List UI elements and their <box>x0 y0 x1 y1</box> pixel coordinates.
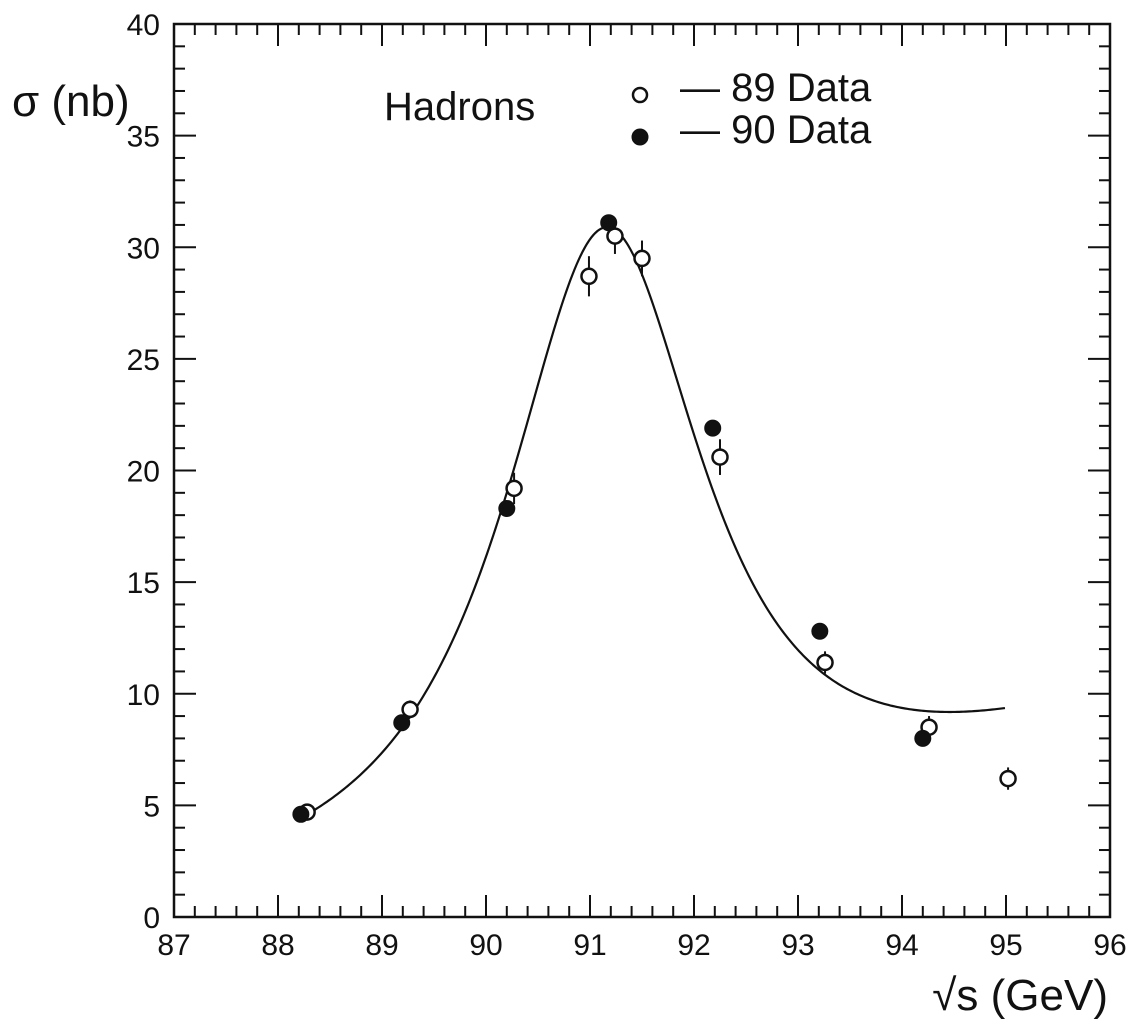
y-tick-label: 25 <box>127 344 160 377</box>
x-tick-label: 87 <box>157 929 190 962</box>
legend-label-89: — 89 Data <box>680 66 872 110</box>
x-tick-label: 88 <box>261 929 294 962</box>
filled-marker <box>704 419 722 437</box>
data-points <box>292 214 1017 823</box>
tick-labels: 87 88 89 90 91 92 93 94 95 96 0 5 10 15 20 25 30 35 40 <box>127 9 1127 962</box>
axis-ticks <box>173 23 1111 918</box>
point-89-data <box>401 700 419 719</box>
point-90-data <box>498 499 516 517</box>
filled-marker <box>600 214 618 232</box>
point-89-data <box>711 439 729 475</box>
legend-marker-89 <box>631 86 649 104</box>
legend-title: Hadrons <box>384 85 535 129</box>
y-tick-label: 10 <box>127 679 160 712</box>
filled-marker <box>393 714 411 732</box>
filled-marker <box>811 622 829 640</box>
legend: Hadrons — 89 Data — 90 Data <box>384 66 872 152</box>
open-marker <box>606 227 624 245</box>
point-90-data <box>393 714 411 732</box>
y-tick-label: 5 <box>143 790 160 823</box>
open-marker <box>999 769 1017 788</box>
open-marker <box>711 448 729 466</box>
filled-marker <box>292 805 310 823</box>
plot-frame <box>172 22 1112 919</box>
fit-curve <box>303 226 1006 818</box>
point-90-data <box>600 214 618 232</box>
point-89-data <box>633 240 651 277</box>
x-tick-label: 91 <box>573 929 606 962</box>
x-tick-label: 90 <box>469 929 502 962</box>
x-tick-label: 95 <box>989 929 1022 962</box>
y-tick-label: 30 <box>127 232 160 265</box>
point-89-data <box>580 256 598 297</box>
y-tick-label: 20 <box>127 456 160 489</box>
y-tick-label: 0 <box>143 902 160 935</box>
open-marker <box>580 267 598 286</box>
open-marker <box>816 653 834 672</box>
y-axis-title: σ (nb) <box>12 77 130 126</box>
x-tick-label: 89 <box>365 929 398 962</box>
x-tick-label: 94 <box>885 929 918 962</box>
y-tick-label: 35 <box>127 121 160 154</box>
open-marker <box>401 700 419 719</box>
open-marker <box>505 479 523 498</box>
x-axis-title: √s (GeV) <box>932 971 1108 1020</box>
point-89-data <box>999 767 1017 790</box>
legend-label-90: — 90 Data <box>680 108 872 152</box>
filled-marker <box>498 499 516 517</box>
x-tick-label: 93 <box>781 929 814 962</box>
point-90-data <box>811 622 829 640</box>
point-89-data <box>816 651 834 674</box>
filled-marker <box>914 729 932 747</box>
y-tick-label: 15 <box>127 567 160 600</box>
point-89-data <box>505 472 523 504</box>
point-90-data <box>292 805 310 823</box>
x-tick-label: 92 <box>677 929 710 962</box>
open-marker <box>633 249 651 268</box>
y-tick-label: 40 <box>127 9 160 42</box>
legend-marker-90 <box>631 128 649 146</box>
x-tick-label: 96 <box>1093 929 1126 962</box>
point-90-data <box>914 729 932 747</box>
point-90-data <box>704 419 722 437</box>
